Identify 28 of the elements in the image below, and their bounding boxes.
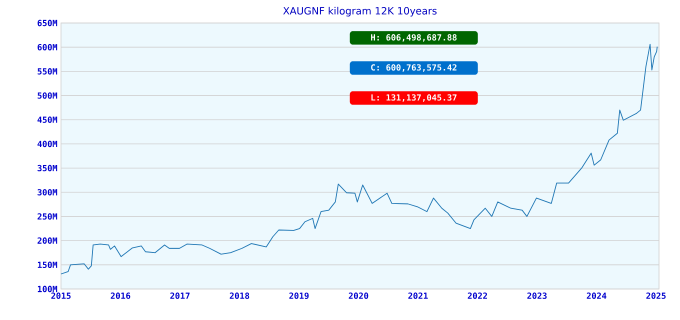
x-tick-label: 2016	[110, 292, 130, 299]
y-tick-label: 100M	[38, 286, 58, 292]
y-tick-label: 350M	[38, 164, 58, 172]
x-tick-label: 2017	[170, 292, 190, 299]
x-tick-label: 2023	[527, 292, 547, 299]
y-tick-label: 450M	[38, 116, 58, 123]
line-series	[60, 44, 658, 274]
y-tick-label: 500M	[38, 92, 58, 99]
annotation: L: 131,137,045.37	[371, 94, 457, 102]
x-tick-label: 2018	[230, 292, 250, 299]
annotation: C: 600,763,575.42	[371, 64, 456, 72]
x-tick-label: 2024	[586, 292, 606, 299]
y-tick-label: 600M	[38, 44, 58, 50]
x-tick-label: 2020	[348, 292, 368, 299]
x-tick-label: 2021	[408, 292, 428, 299]
y-tick-label: 200M	[38, 237, 58, 244]
y-tick-label: 300M	[38, 189, 58, 196]
x-tick-label: 2025	[646, 292, 666, 299]
x-tick-label: 2022	[468, 292, 488, 299]
y-tick-label: 650M	[38, 20, 58, 26]
annotation: H: 606,498,687.88	[371, 34, 457, 42]
y-tick-label: 550M	[38, 68, 58, 75]
y-tick-label: 400M	[38, 140, 58, 148]
x-tick-label: 2015	[51, 292, 71, 299]
x-tick-label: 2019	[289, 292, 309, 299]
y-tick-label: 250M	[38, 213, 58, 220]
y-tick-label: 150M	[38, 262, 58, 268]
chart-title: XAUGNF kilogram 12K 10years	[283, 6, 437, 17]
